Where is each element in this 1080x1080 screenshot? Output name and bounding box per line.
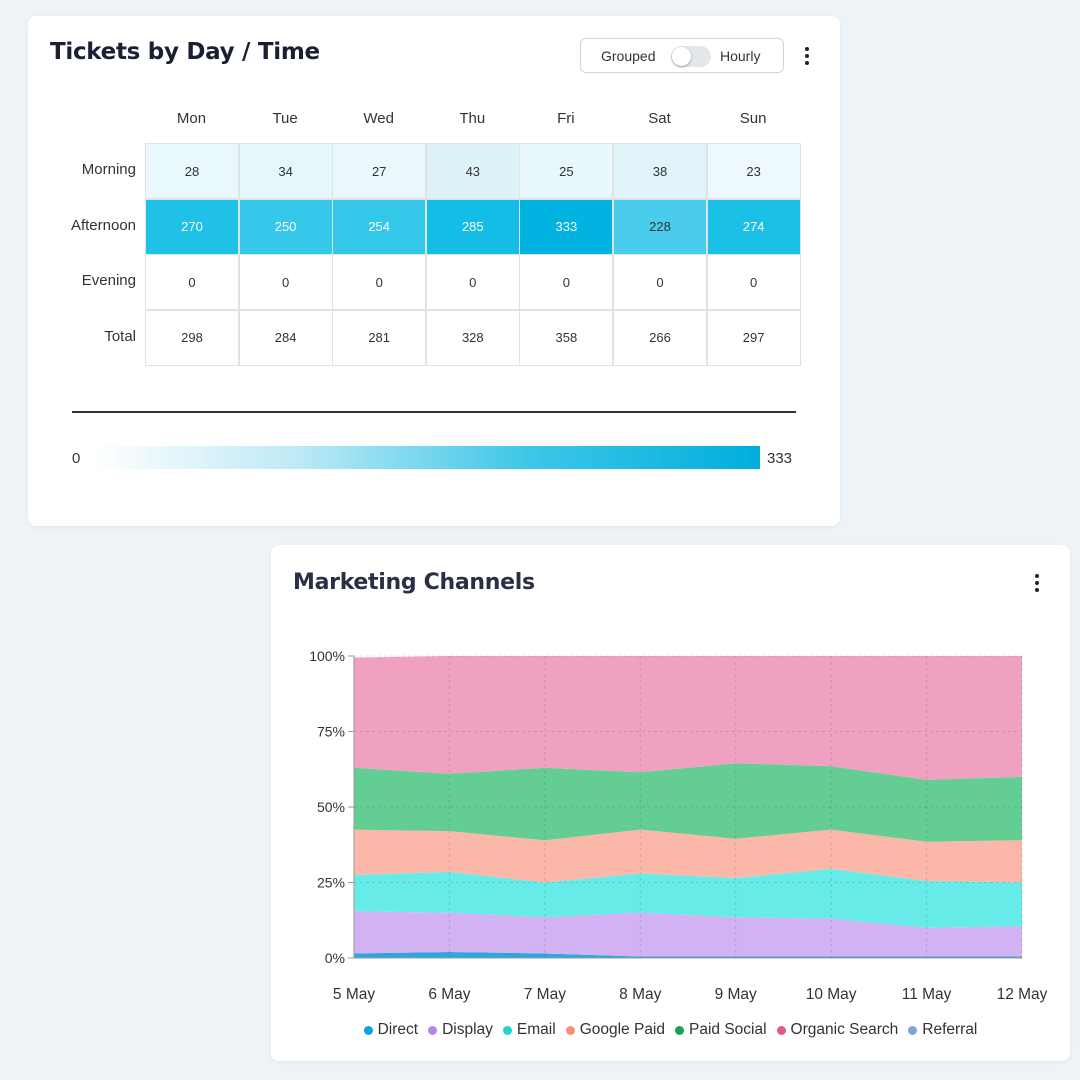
legend-label: Google Paid	[579, 1021, 665, 1038]
x-tick-label: 6 May	[428, 986, 470, 1003]
legend-item-referral[interactable]: Referral	[908, 1021, 977, 1039]
tickets-card-title: Tickets by Day / Time	[50, 39, 320, 65]
heatmap-cell[interactable]: 0	[332, 254, 427, 310]
marketing-channels-chart: 0% 25% 50% 75% 100% 5 May 6 May 7 May 8 May 9 May…	[309, 648, 1048, 1003]
heatmap-cell[interactable]: 0	[238, 254, 333, 310]
x-tick-label: 11 May	[902, 986, 952, 1003]
marketing-card-title: Marketing Channels	[293, 570, 535, 595]
x-tick-label: 7 May	[524, 986, 566, 1003]
column-header-mon: Mon	[176, 110, 207, 127]
heatmap-cell[interactable]: 274	[706, 198, 801, 255]
legend-item-direct[interactable]: Direct	[363, 1021, 419, 1039]
legend-item-organic-search[interactable]: Organic Search	[776, 1021, 899, 1039]
area-email[interactable]	[354, 868, 1022, 928]
grouped-hourly-switch[interactable]	[671, 46, 711, 67]
legend-label: Referral	[922, 1021, 978, 1038]
column-header-thu: Thu	[459, 110, 486, 127]
marketing-channels-card: Marketing Channels 0% 25% 50% 75% 100% 5 May 6…	[271, 545, 1070, 1061]
heatmap-cell[interactable]: 0	[613, 254, 707, 310]
heatmap-cell[interactable]: 0	[425, 254, 520, 310]
area-google-paid[interactable]	[354, 829, 1022, 883]
row-header-afternoon: Afternoon	[70, 216, 136, 234]
heatmap-cell[interactable]: 228	[613, 198, 707, 255]
area-paid-social[interactable]	[354, 763, 1022, 842]
heatmap-cell[interactable]: 0	[519, 254, 614, 310]
heatmap-cell[interactable]: 25	[519, 143, 614, 199]
legend-label: Paid Social	[689, 1021, 767, 1038]
tickets-by-day-time-card: Tickets by Day / Time Grouped Hourly Mon…	[28, 16, 840, 526]
x-tick-label: 5 May	[333, 986, 375, 1003]
divider-line	[72, 411, 796, 413]
y-tick-label: 100%	[309, 648, 345, 664]
legend-label: Display	[442, 1021, 493, 1038]
heatmap-cell[interactable]: 285	[425, 198, 520, 255]
legend-item-paid-social[interactable]: Paid Social	[675, 1021, 767, 1039]
heatmap-cell[interactable]: 298	[145, 309, 239, 366]
switch-knob	[672, 47, 691, 66]
legend-dot-icon	[502, 1025, 512, 1035]
column-header-tue: Tue	[272, 110, 298, 127]
legend-label: Organic Search	[790, 1021, 899, 1038]
heatmap-cell[interactable]: 358	[519, 309, 614, 366]
y-tick-label: 75%	[317, 724, 345, 740]
y-tick-label: 25%	[317, 875, 345, 891]
heatmap-cell[interactable]: 43	[425, 143, 520, 199]
heatmap-cell[interactable]: 328	[425, 309, 520, 366]
x-tick-label: 12 May	[997, 986, 1048, 1003]
heatmap-cell[interactable]: 266	[613, 309, 707, 366]
heatmap-cell[interactable]: 34	[238, 143, 333, 199]
area-organic-search[interactable]	[354, 656, 1022, 780]
column-header-wed: Wed	[363, 110, 394, 127]
scale-max-label: 333	[767, 450, 793, 467]
heatmap-cell[interactable]: 281	[332, 309, 427, 366]
legend-dot-icon	[675, 1025, 684, 1035]
legend-dot-icon	[428, 1025, 438, 1035]
legend-item-display[interactable]: Display	[428, 1021, 493, 1039]
heatmap-cell[interactable]: 297	[706, 309, 801, 366]
toggle-label-hourly: Hourly	[720, 48, 761, 64]
heatmap-cell[interactable]: 38	[613, 143, 707, 199]
marketing-more-options-icon[interactable]	[1027, 571, 1047, 595]
heatmap-cell[interactable]: 0	[145, 254, 239, 310]
legend-dot-icon	[363, 1025, 373, 1035]
heatmap-cell[interactable]: 0	[706, 254, 801, 310]
legend-item-email[interactable]: Email	[502, 1021, 556, 1039]
legend-item-google-paid[interactable]: Google Paid	[565, 1021, 665, 1039]
legend-dot-icon	[565, 1025, 575, 1035]
toggle-label-grouped: Grouped	[601, 48, 656, 64]
grouped-hourly-toggle: Grouped Hourly	[580, 38, 784, 73]
heatmap-cell[interactable]: 270	[145, 198, 239, 255]
heatmap-cell[interactable]: 28	[145, 143, 239, 199]
y-tick-label: 50%	[317, 799, 345, 815]
legend-label: Email	[516, 1021, 556, 1038]
column-header-fri: Fri	[557, 110, 575, 127]
heatmap-cell[interactable]: 254	[332, 198, 427, 255]
column-header-sun: Sun	[739, 110, 767, 127]
legend-label: Direct	[377, 1021, 419, 1038]
row-header-evening: Evening	[81, 272, 136, 289]
x-tick-label: 10 May	[806, 986, 857, 1003]
heatmap-cell[interactable]: 23	[706, 143, 801, 199]
heatmap-cell[interactable]: 284	[238, 309, 333, 366]
row-header-total: Total	[104, 327, 136, 345]
column-header-sat: Sat	[648, 110, 671, 127]
heatmap-cell[interactable]: 250	[238, 198, 333, 255]
color-scale-bar	[92, 446, 760, 469]
area-display[interactable]	[354, 911, 1022, 957]
x-tick-label: 8 May	[619, 986, 661, 1003]
heatmap-cell[interactable]: 27	[332, 143, 427, 199]
y-tick-label: 0%	[325, 950, 345, 966]
legend-dot-icon	[776, 1025, 786, 1035]
heatmap-cell[interactable]: 333	[519, 198, 614, 255]
row-header-morning: Morning	[81, 161, 136, 178]
legend-dot-icon	[908, 1025, 918, 1035]
scale-min-label: 0	[72, 450, 81, 467]
tickets-more-options-icon[interactable]	[797, 44, 817, 68]
chart-legend: Direct Display Email Google Paid Paid Social…	[271, 1021, 1070, 1039]
x-tick-label: 9 May	[715, 986, 757, 1003]
